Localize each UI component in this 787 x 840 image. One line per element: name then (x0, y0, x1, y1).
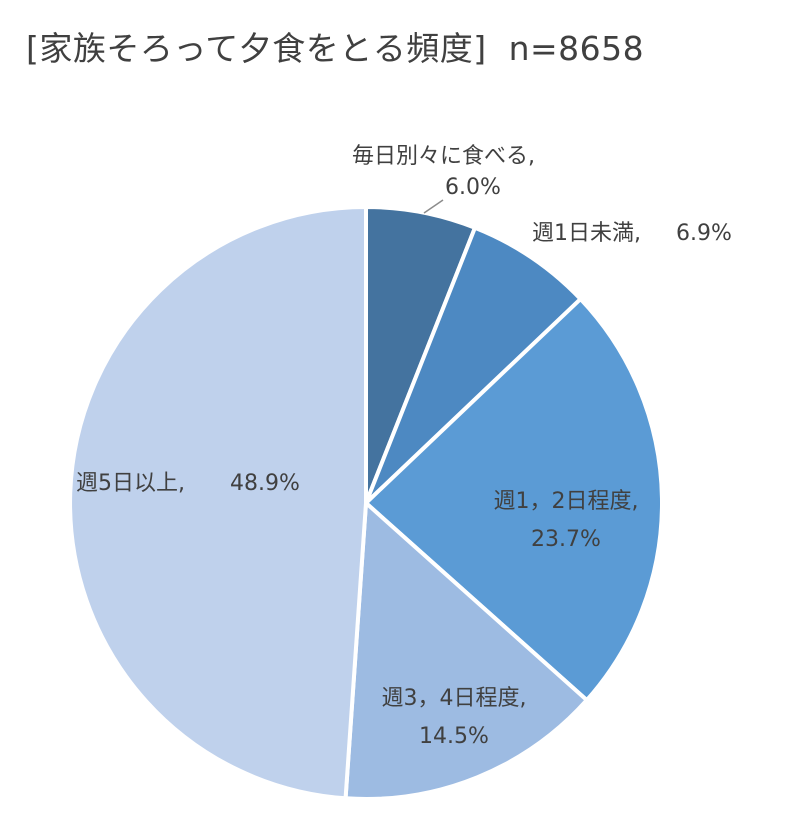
leader-line-slice-0 (423, 199, 444, 214)
slice-2-category-label: 週1，2日程度, (494, 489, 639, 514)
pie-slice-1 (364, 225, 583, 505)
sample-size-label: n=8658 (508, 29, 645, 68)
slice-4-category-label: 週5日以上, (76, 471, 185, 496)
slice-0-category-label: 毎日別々に食べる, (352, 144, 535, 169)
data-label-slice-3: 週3，4日程度, 14.5% (382, 686, 527, 749)
slice-0-value-label: 6.0% (445, 175, 501, 200)
data-label-slice-2: 週1，2日程度, 23.7% (494, 489, 639, 552)
data-label-slice-1: 週1日未満, 6.9% (532, 221, 732, 246)
slice-3-category-label: 週3，4日程度, (382, 686, 527, 711)
slice-1-category-label: 週1日未満, (532, 221, 641, 246)
slice-4-value-label: 48.9% (230, 471, 300, 496)
data-label-slice-4: 週5日以上, 48.9% (76, 471, 300, 496)
slice-3-value-label: 14.5% (419, 724, 489, 749)
data-label-slice-0: 毎日別々に食べる, 6.0% (352, 144, 535, 200)
slice-2-value-label: 23.7% (531, 527, 601, 552)
slice-1-value-label: 6.9% (676, 221, 732, 246)
chart-title-text: [家族そろって夕食をとる頻度] (26, 29, 487, 68)
pie-slice-2 (364, 297, 664, 703)
chart-title: [家族そろって夕食をとる頻度] n=8658 (26, 22, 644, 70)
pie-slices (68, 205, 664, 801)
pie-slice-4 (68, 205, 368, 801)
pie-slice-3 (343, 501, 589, 801)
